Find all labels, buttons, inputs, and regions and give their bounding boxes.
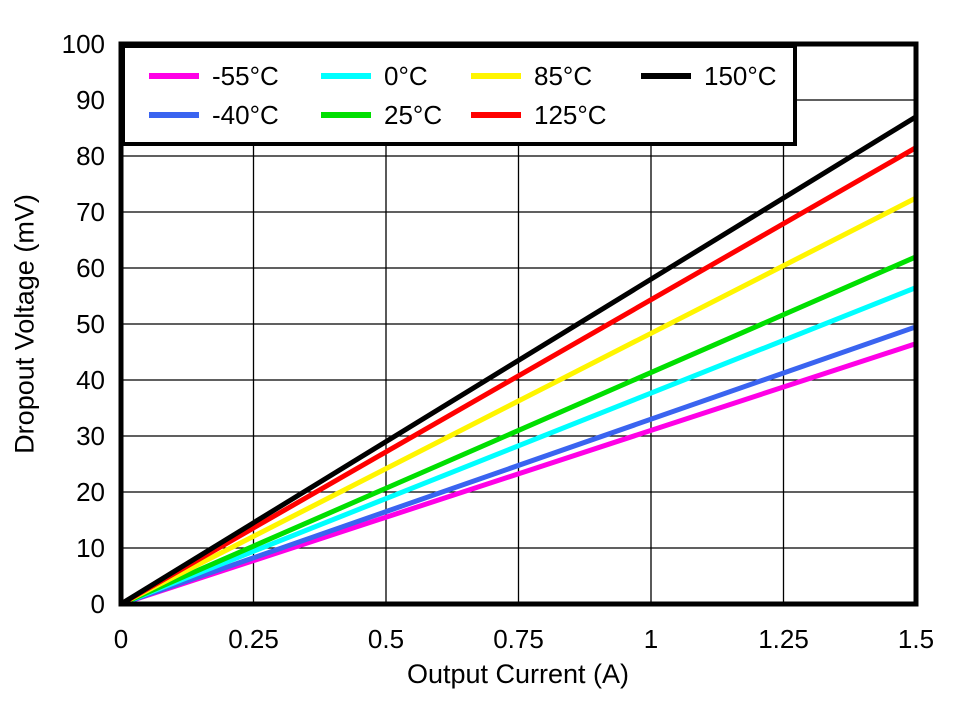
series-line-85C	[119, 195, 918, 607]
legend-label: -55°C	[212, 60, 279, 91]
legend-label: 0°C	[384, 60, 428, 91]
legend-item: 25°C	[321, 102, 471, 128]
series-line-125C	[119, 145, 918, 607]
series-line-150C	[119, 114, 918, 607]
x-tick-label: 0.25	[228, 624, 279, 654]
y-tick-label: 10	[76, 533, 105, 563]
series-line--55C	[120, 341, 917, 607]
y-tick-label: 60	[76, 253, 105, 283]
x-tick-label: 1	[644, 624, 658, 654]
series-line-0C	[120, 285, 917, 607]
y-axis-title: Dropout Voltage (mV)	[9, 194, 40, 454]
series-line-25C	[119, 254, 918, 607]
y-tick-label: 70	[76, 197, 105, 227]
y-tick-label: 30	[76, 421, 105, 451]
x-axis-title: Output Current (A)	[406, 659, 630, 689]
legend-swatch	[471, 72, 521, 79]
series-line--40C	[120, 324, 917, 607]
y-tick-label: 100	[62, 29, 105, 59]
x-tick-label: 1.5	[898, 624, 934, 654]
legend-swatch	[149, 72, 199, 79]
x-tick-label: 0.5	[368, 624, 404, 654]
y-tick-labels: 0 10 20 30 40 50 60 70 80 90 100	[62, 29, 105, 619]
y-tick-label: 40	[76, 365, 105, 395]
legend-item: 85°C	[471, 63, 641, 89]
legend-label: 85°C	[534, 60, 593, 91]
legend-swatch	[149, 111, 199, 118]
legend-item: 150°C	[641, 63, 793, 89]
x-tick-label: 1.25	[758, 624, 809, 654]
legend-label: -40°C	[212, 99, 279, 130]
legend: -55°C -40°C 0°C 25°C 85°C 125°C 150°C	[121, 44, 797, 146]
legend-item: -40°C	[149, 102, 321, 128]
legend-swatch	[471, 111, 521, 118]
y-tick-label: 90	[76, 85, 105, 115]
legend-label: 150°C	[704, 60, 777, 91]
x-tick-label: 0	[114, 624, 128, 654]
legend-swatch	[321, 72, 371, 79]
series-lines	[119, 114, 918, 607]
legend-label: 25°C	[384, 99, 443, 130]
legend-item: 0°C	[321, 63, 471, 89]
y-tick-label: 0	[91, 589, 105, 619]
legend-item: 125°C	[471, 102, 641, 128]
y-tick-label: 20	[76, 477, 105, 507]
x-tick-labels: 0 0.25 0.5 0.75 1 1.25 1.5	[114, 624, 934, 654]
y-tick-label: 50	[76, 309, 105, 339]
legend-swatch	[641, 72, 691, 79]
legend-label: 125°C	[534, 99, 607, 130]
y-tick-label: 80	[76, 141, 105, 171]
legend-swatch	[321, 111, 371, 118]
x-tick-label: 0.75	[493, 624, 544, 654]
legend-item: -55°C	[149, 63, 321, 89]
